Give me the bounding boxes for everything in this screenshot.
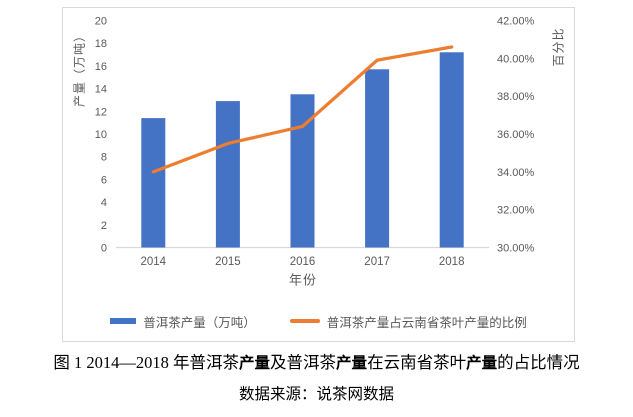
caption-emphasis: 产量: [239, 355, 271, 372]
left-axis-tick-14: 14: [95, 84, 107, 96]
left-axis-tick-6: 6: [101, 174, 107, 186]
left-axis-title: 产量（万吨）: [72, 28, 87, 108]
left-axis-tick-18: 18: [95, 38, 107, 50]
caption-text: 图 1 2014—2018 年普洱茶: [53, 353, 240, 372]
ratio-line: [151, 45, 454, 174]
x-axis-tick-2016: 2016: [290, 256, 316, 268]
bar-2014: [141, 118, 166, 248]
bar-2015: [215, 101, 240, 248]
left-axis-tick-20: 20: [95, 16, 107, 28]
right-axis-tick-30: 30.00%: [497, 243, 535, 255]
left-axis-tick-12: 12: [95, 106, 107, 118]
right-axis-tick-38: 38.00%: [497, 91, 535, 103]
right-axis-tick-40: 40.00%: [497, 53, 535, 65]
right-axis-title: 百分比: [551, 27, 566, 67]
left-axis-tick-8: 8: [101, 152, 107, 164]
left-axis-tick-4: 4: [101, 197, 107, 209]
left-axis-tick-16: 16: [95, 61, 107, 73]
left-axis-tick-2: 2: [101, 220, 107, 232]
legend-item-production: 普洱茶产量（万吨）: [110, 312, 256, 331]
caption-emphasis: 产量: [466, 355, 498, 372]
caption-text: 及普洱茶: [270, 353, 337, 372]
legend-label-ratio: 普洱茶产量占云南省茶叶产量的比例: [326, 315, 527, 330]
x-axis-tick-2015: 2015: [215, 256, 241, 268]
bar-2018: [439, 52, 464, 248]
figure-caption: 图 1 2014—2018 年普洱茶产量及普洱茶产量在云南省茶叶产量的占比情况: [0, 349, 633, 373]
left-axis-tick-0: 0: [101, 243, 107, 255]
left-axis-tick-10: 10: [95, 129, 107, 141]
legend-label-production: 普洱茶产量（万吨）: [143, 315, 256, 330]
x-axis-tick-2018: 2018: [439, 256, 465, 268]
bar-2017: [365, 69, 390, 248]
x-axis-tick-2014: 2014: [141, 256, 167, 268]
right-axis-tick-36: 36.00%: [497, 129, 535, 141]
data-source: 数据来源：说茶网数据: [238, 386, 394, 403]
bar-series-swatch-icon: [110, 318, 137, 324]
line-series-swatch-icon: [289, 319, 320, 323]
legend: 普洱茶产量（万吨） 普洱茶产量占云南省茶叶产量的比例: [62, 311, 575, 331]
right-axis-tick-34: 34.00%: [497, 167, 535, 179]
legend-item-ratio: 普洱茶产量占云南省茶叶产量的比例: [289, 312, 527, 331]
x-axis-title: 年份: [288, 272, 318, 288]
caption-text: 在云南省茶叶: [367, 353, 467, 372]
combo-chart: 0 2 4 6 8 10 12 14 16 18 20 30.00% 32.00% 34.00% 36.00…: [62, 7, 575, 342]
caption-text: 的占比情况: [497, 353, 580, 372]
caption-emphasis: 产量: [336, 355, 368, 372]
x-axis-tick-2017: 2017: [364, 256, 390, 268]
right-axis-tick-42: 42.00%: [497, 16, 535, 28]
right-axis-tick-32: 32.00%: [497, 205, 535, 217]
